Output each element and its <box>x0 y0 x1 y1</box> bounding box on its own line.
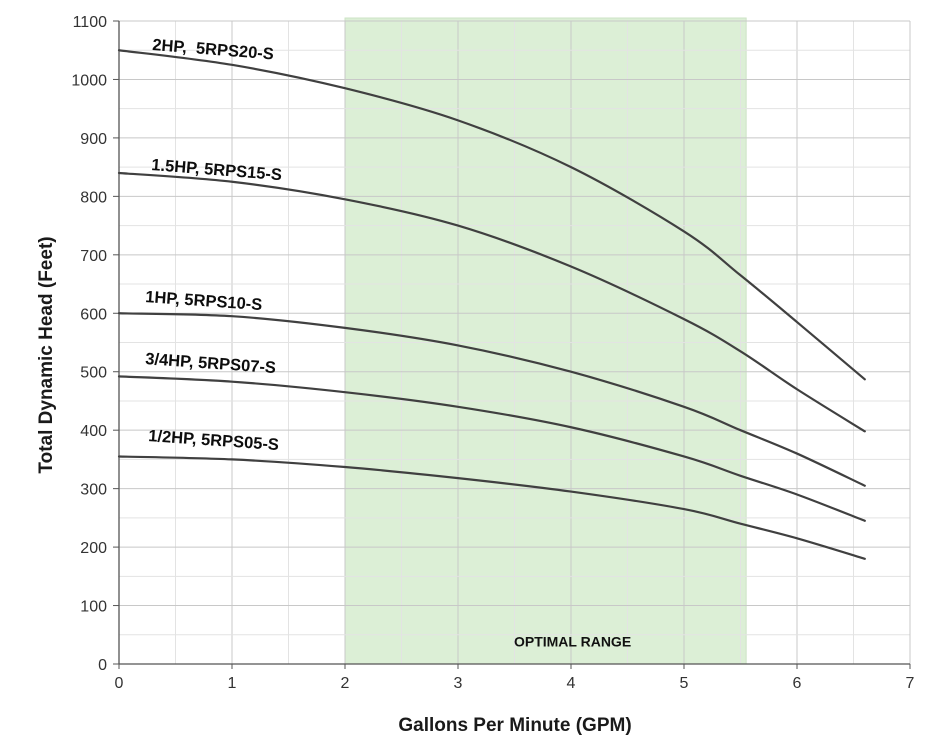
x-tick-label: 3 <box>454 675 463 692</box>
series-label-3-4hp: 3/4HP, 5RPS07-S <box>145 350 277 377</box>
y-tick-label: 500 <box>80 365 107 382</box>
y-tick-label: 0 <box>98 657 107 674</box>
optimal-range-label: OPTIMAL RANGE <box>514 633 631 649</box>
x-tick-label: 6 <box>793 675 802 692</box>
y-tick-label: 1100 <box>73 14 108 31</box>
x-tick-label: 2 <box>341 675 350 692</box>
series-line-3-4hp <box>117 375 866 522</box>
x-tick-label: 4 <box>567 675 576 692</box>
x-tick-label: 5 <box>680 675 689 692</box>
series-label-2hp: 2HP, 5RPS20-S <box>152 36 275 63</box>
y-tick-label: 700 <box>80 248 107 265</box>
y-tick-label: 800 <box>80 189 107 206</box>
y-tick-label: 400 <box>80 423 107 440</box>
y-axis-title: Total Dynamic Head (Feet) <box>36 236 57 473</box>
y-tick-label: 200 <box>80 540 107 557</box>
series-line-2hp <box>117 49 866 381</box>
x-tick-label: 7 <box>906 675 915 692</box>
series-label-1hp: 1HP, 5RPS10-S <box>145 288 263 314</box>
y-tick-label: 1000 <box>71 72 107 89</box>
series-line-1hp <box>117 312 866 487</box>
y-tick-label: 100 <box>80 599 107 616</box>
optimal-range-band <box>344 17 747 665</box>
series-label-1-2hp: 1/2HP, 5RPS05-S <box>148 427 280 454</box>
y-tick-label: 600 <box>80 306 107 323</box>
y-tick-label: 300 <box>80 482 107 499</box>
x-tick-label: 1 <box>228 675 237 692</box>
series-line-1-2hp <box>117 455 866 560</box>
x-tick-label: 0 <box>115 675 124 692</box>
y-tick-label: 900 <box>80 131 107 148</box>
series-line-1-5hp <box>117 171 866 433</box>
x-axis-title: Gallons Per Minute (GPM) <box>398 715 631 736</box>
